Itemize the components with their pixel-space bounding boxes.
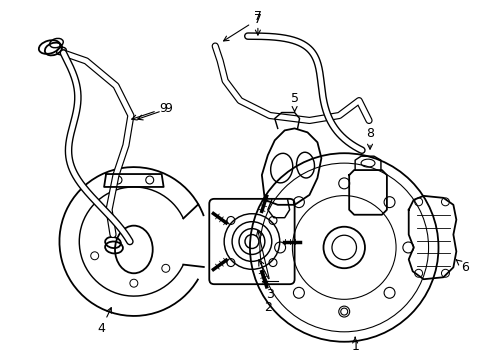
Text: 6: 6 [455, 260, 468, 274]
Text: 9: 9 [131, 102, 167, 120]
Text: 8: 8 [366, 127, 373, 149]
Text: 4: 4 [97, 308, 111, 336]
Text: 1: 1 [350, 337, 358, 353]
Text: 2: 2 [264, 301, 271, 314]
Text: 3: 3 [265, 288, 273, 301]
Text: 5: 5 [290, 92, 298, 112]
Text: 7: 7 [253, 10, 262, 35]
Text: 7: 7 [223, 13, 262, 41]
Text: 9: 9 [138, 102, 172, 120]
